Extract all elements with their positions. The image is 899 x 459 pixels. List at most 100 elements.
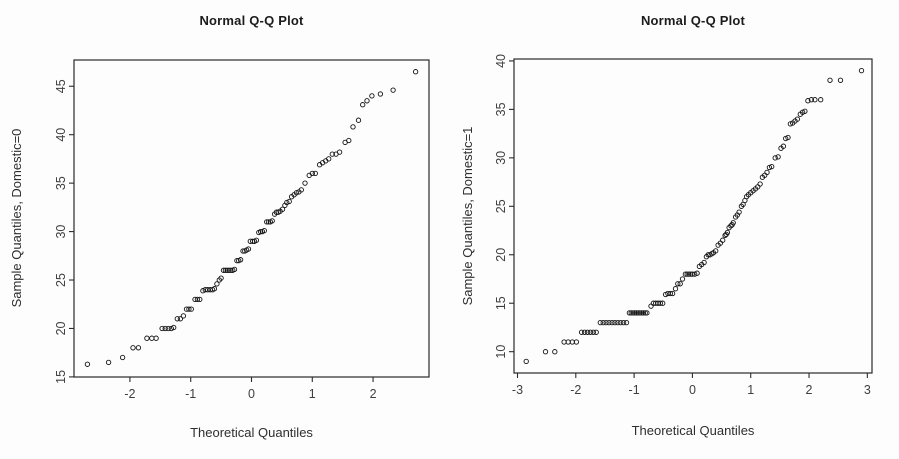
data-point <box>302 180 308 186</box>
data-point <box>130 345 136 351</box>
data-point <box>336 149 343 155</box>
data-point <box>757 181 763 187</box>
data-point <box>590 329 596 335</box>
y-tick-label: 35 <box>494 102 508 116</box>
data-point <box>214 281 220 287</box>
data-point <box>350 124 356 130</box>
data-point <box>269 218 275 224</box>
data-point <box>194 296 201 303</box>
x-tick-label: -2 <box>570 383 581 397</box>
data-point <box>675 281 681 287</box>
data-point <box>224 267 230 273</box>
data-point <box>149 335 155 341</box>
data-point <box>188 306 194 312</box>
data-point <box>812 97 818 103</box>
data-point <box>785 134 791 141</box>
x-tick-label: 1 <box>747 383 754 397</box>
x-axis-label: Theoretical Quantiles <box>631 423 755 438</box>
data-point <box>615 319 621 326</box>
y-tick-label: 40 <box>54 128 68 142</box>
data-point <box>245 246 252 252</box>
qq-plot-domestic-0: Normal Q-Q Plot -2 -1 0 1 2 15 20 25 30 35 40 45 Th… <box>9 13 430 440</box>
y-tick-label: 15 <box>494 296 508 310</box>
data-point <box>858 67 865 74</box>
data-point <box>587 329 594 335</box>
data-point <box>552 349 558 355</box>
data-point <box>250 238 256 244</box>
chart-title: Normal Q-Q Plot <box>640 13 746 28</box>
data-point <box>635 310 641 316</box>
data-point <box>257 228 264 235</box>
y-tick-label: 25 <box>494 199 508 213</box>
data-point <box>186 306 192 312</box>
data-point <box>284 199 290 206</box>
data-point <box>542 349 549 355</box>
data-point <box>165 325 171 332</box>
data-point <box>202 287 208 293</box>
data-point <box>679 276 686 282</box>
data-point <box>222 267 229 273</box>
data-point <box>360 102 366 108</box>
data-point <box>684 271 690 277</box>
data-point <box>309 170 315 177</box>
data-point <box>637 310 643 316</box>
data-point <box>669 290 676 297</box>
data-point <box>105 359 112 366</box>
data-point <box>578 329 585 335</box>
data-point <box>369 93 375 99</box>
data-point <box>633 310 640 316</box>
data-point <box>312 170 318 177</box>
data-point <box>686 271 692 277</box>
data-point <box>640 310 647 316</box>
data-point <box>265 219 272 225</box>
data-point <box>523 358 529 365</box>
data-point <box>240 248 246 254</box>
data-point <box>377 91 384 97</box>
y-axis-label: Sample Quantiles, Domestic=0 <box>9 128 24 308</box>
data-point <box>364 98 370 104</box>
data-point <box>220 267 227 273</box>
data-point <box>329 151 335 157</box>
data-point <box>346 137 352 144</box>
x-tick-label: 2 <box>806 383 813 397</box>
y-tick-label: 30 <box>54 225 68 239</box>
data-point <box>412 69 419 75</box>
data-point <box>135 345 142 351</box>
data-point <box>713 248 719 254</box>
data-point <box>286 198 292 205</box>
data-point <box>171 324 177 331</box>
data-point <box>174 316 180 322</box>
data-point <box>692 271 698 277</box>
y-tick-label: 20 <box>494 248 508 262</box>
data-point <box>818 97 824 103</box>
x-tick-label: 0 <box>248 387 255 401</box>
data-point <box>355 117 362 123</box>
data-point <box>205 287 211 293</box>
data-point <box>630 310 636 316</box>
data-point <box>780 143 787 149</box>
data-point <box>682 271 689 277</box>
data-point <box>772 155 778 161</box>
data-point <box>805 98 811 104</box>
data-point <box>794 116 801 122</box>
data-point <box>694 270 700 276</box>
x-tick-label: -1 <box>185 387 196 401</box>
data-point <box>211 286 218 292</box>
y-tick-label: 25 <box>54 273 68 287</box>
plot-area-svg: -3 -2 -1 0 1 2 3 10 15 20 25 30 35 40 <box>494 54 873 397</box>
y-axis-label: Sample Quantiles, Domestic=1 <box>460 126 475 306</box>
data-point <box>724 229 731 236</box>
data-point <box>231 266 238 273</box>
data-point <box>162 325 168 332</box>
data-point <box>218 275 224 281</box>
data-point <box>119 354 126 361</box>
data-point <box>626 310 633 316</box>
data-point <box>618 319 624 326</box>
x-axis-label: Theoretical Quantiles <box>190 425 313 440</box>
data-point <box>667 290 673 297</box>
data-point <box>584 329 591 335</box>
data-point <box>293 190 300 196</box>
data-point <box>672 286 679 292</box>
data-point <box>144 335 150 341</box>
data-point <box>701 259 707 266</box>
